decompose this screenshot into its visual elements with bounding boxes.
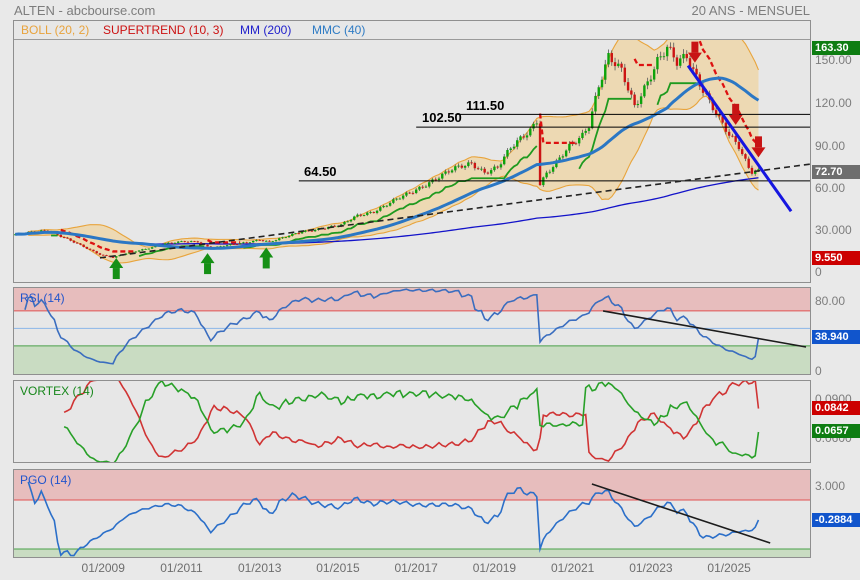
price-axis-label: 90.00 (815, 139, 846, 153)
pgo-title: PGO (14) (20, 473, 72, 487)
legend-boll: BOLL (20, 2) (21, 23, 90, 37)
vortex-canvas (14, 381, 810, 462)
vortex-title: VORTEX (14) (20, 384, 94, 398)
price-panel: BOLL (20, 2) SUPERTREND (10, 3) MM (200)… (13, 20, 811, 283)
x-axis-date-label: 01/2023 (629, 561, 673, 575)
support-level-label: 64.50 (304, 164, 337, 179)
price-axis-label: 150.00 (815, 53, 852, 67)
x-axis-date-label: 01/2017 (394, 561, 438, 575)
resistance-level-label-1: 102.50 (422, 110, 462, 125)
x-axis-date-label: 01/2021 (550, 561, 595, 575)
x-axis-date-label: 01/2019 (472, 561, 517, 575)
price-axis-label: 30.000 (815, 223, 852, 237)
price-chart-canvas (14, 40, 810, 282)
price-axis-label: 0 (815, 265, 822, 279)
chart-title: ALTEN - abcbourse.com (14, 3, 156, 18)
pgo-panel: PGO (14) (13, 469, 811, 558)
x-axis-date-label: 01/2025 (707, 561, 751, 575)
vortex-minus-badge: 0.0842 (812, 401, 860, 415)
rsi-value-badge: 38.940 (812, 330, 860, 344)
rsi-panel: RSI (14) (13, 287, 811, 375)
period-label: 20 ANS - MENSUEL (691, 3, 811, 18)
rsi-axis-top: 80.00 (815, 294, 846, 308)
legend-mm200: MM (200) (240, 23, 292, 37)
vortex-panel: VORTEX (14) (13, 380, 811, 463)
pgo-canvas (14, 470, 810, 557)
rsi-title: RSI (14) (20, 291, 65, 305)
price-axis-label: 60.00 (815, 181, 846, 195)
x-axis-date-label: 01/2011 (160, 561, 203, 575)
rsi-axis-bottom: 0 (815, 364, 822, 378)
indicator-legend: BOLL (20, 2) SUPERTREND (10, 3) MM (200)… (14, 21, 810, 40)
x-axis-date-label: 01/2009 (81, 561, 125, 575)
rsi-canvas (14, 288, 810, 374)
x-axis-date-label: 01/2015 (316, 561, 360, 575)
legend-mmc40: MMC (40) (312, 23, 366, 37)
pgo-axis-top: 3.000 (815, 479, 846, 493)
pgo-value-badge: -0.2884 (812, 513, 860, 527)
high-price-badge: 163.30 (812, 41, 860, 55)
low-price-badge: 9.550 (812, 251, 860, 265)
vortex-plus-badge: 0.0657 (812, 424, 860, 438)
last-price-badge: 72.70 (812, 165, 860, 179)
resistance-level-label-2: 111.50 (466, 98, 505, 113)
legend-supertrend: SUPERTREND (10, 3) (103, 23, 224, 37)
x-axis-date-label: 01/2013 (237, 561, 282, 575)
price-axis-label: 120.00 (815, 96, 852, 110)
